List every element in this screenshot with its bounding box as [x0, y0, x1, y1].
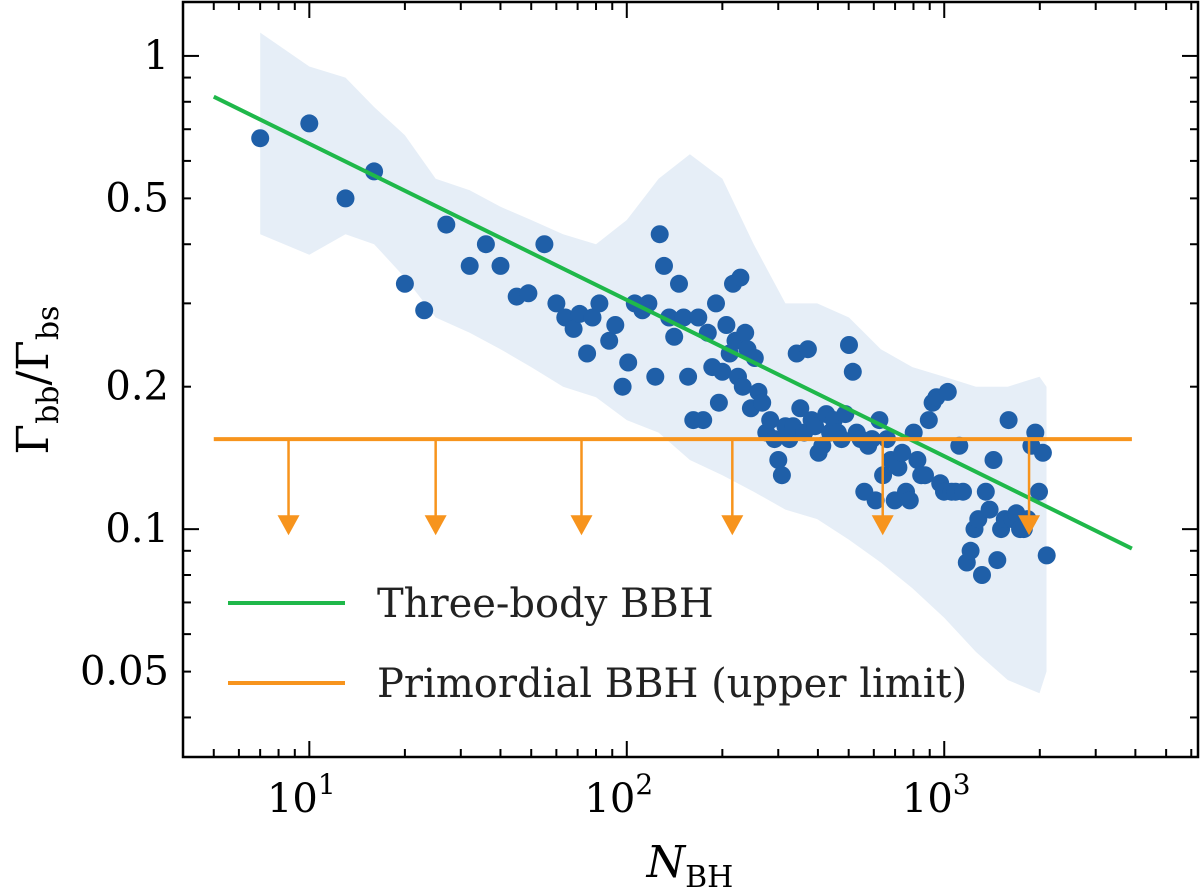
x-axis-label: NBH — [646, 837, 734, 887]
x-tick-label: 102 — [584, 768, 653, 822]
y-tick-label: 0.5 — [105, 175, 169, 221]
scatter-point — [813, 436, 832, 455]
scatter-point — [908, 451, 927, 469]
y-axis-label: Γbb/Γbs — [8, 306, 66, 455]
scatter-point — [938, 382, 957, 401]
legend-entry: Primordial BBH (upper limit) — [228, 661, 967, 707]
scatter-point — [665, 327, 684, 346]
scatter-point — [619, 353, 638, 372]
scatter-point — [300, 114, 319, 133]
scatter-point — [713, 362, 732, 381]
y-tick-label: 0.1 — [105, 506, 169, 552]
scatter-point — [893, 443, 912, 462]
scatter-point — [583, 308, 602, 327]
scatter-point — [772, 466, 791, 485]
scatter-point — [919, 411, 938, 430]
upper-limit-arrow — [277, 439, 300, 536]
scatter-point — [674, 308, 693, 327]
upper-limit-arrow — [721, 439, 744, 536]
scatter-point — [670, 274, 688, 293]
axes: 101 102 103 1 0.5 0.2 0.1 0.05 — [80, 0, 1200, 822]
scatter-point — [709, 393, 728, 412]
legend: Three-body BBH Primordial BBH (upper limi… — [228, 581, 967, 707]
scatter-point — [769, 451, 788, 469]
scatter-point — [460, 256, 479, 275]
scatter-point — [973, 566, 991, 584]
scatter-point — [806, 417, 825, 436]
scatter-point — [988, 551, 1007, 570]
scatter-point — [889, 458, 908, 477]
scatter-point — [395, 274, 414, 293]
scatter-point — [655, 256, 673, 275]
scatter-point — [1037, 546, 1056, 565]
scatter-point — [840, 336, 858, 354]
scatter-point — [600, 331, 619, 350]
scatter-point — [476, 235, 495, 254]
legend-label: Three-body BBH — [377, 581, 714, 627]
scatter-point — [1030, 482, 1048, 501]
plot-frame — [181, 0, 1200, 759]
scatter-point — [547, 294, 566, 313]
scatter-point — [650, 225, 669, 244]
upper-limit-arrow — [1018, 439, 1041, 536]
scatter-point — [798, 340, 817, 359]
scatter-point — [954, 482, 972, 501]
confidence-band-area — [260, 32, 1047, 694]
scatter-point — [646, 367, 665, 386]
upper-limit-arrow — [570, 439, 593, 536]
scatter-point — [753, 393, 772, 412]
scatter-point — [761, 411, 780, 430]
scatter-point — [251, 129, 270, 148]
scatter-point — [736, 323, 755, 342]
scatter-point — [689, 308, 708, 327]
scatter-point — [590, 294, 609, 313]
y-tick-label: 0.05 — [80, 649, 169, 695]
scatter-point — [694, 411, 713, 430]
scatter-point — [564, 319, 583, 338]
fit-lines — [212, 94, 1133, 551]
scatter-point — [613, 377, 632, 396]
y-tick-label: 1 — [144, 33, 169, 79]
scatter-point — [731, 268, 750, 287]
scatter-point — [491, 256, 510, 275]
scatter-point — [843, 362, 862, 381]
scatter-point — [980, 500, 999, 519]
x-tick-label: 103 — [902, 768, 971, 822]
scatter-point — [578, 344, 597, 363]
scatter-point — [717, 316, 736, 334]
scatter-point — [519, 284, 538, 303]
scatter-point — [1033, 443, 1052, 462]
confidence-band — [260, 32, 1047, 694]
scatter-points — [251, 114, 1056, 584]
scatter-point — [984, 451, 1003, 469]
scatter-point — [791, 399, 810, 418]
scatter-point — [999, 411, 1018, 430]
upper-limit-arrow — [871, 439, 894, 536]
legend-label: Primordial BBH (upper limit) — [377, 661, 967, 707]
x-tick-label: 101 — [267, 768, 336, 822]
scatter-point — [950, 436, 969, 455]
scatter-point — [606, 316, 625, 334]
scatter-point — [336, 189, 355, 208]
scatter-point — [707, 294, 725, 313]
scatter-point — [976, 482, 995, 501]
scatter-point — [961, 541, 980, 560]
scatter-point — [535, 235, 554, 254]
scatter-point — [733, 377, 752, 396]
three-body-fit-line — [212, 94, 1133, 551]
scatter-point — [900, 491, 919, 510]
upper-limit-arrow — [424, 439, 447, 536]
scatter-point — [415, 301, 434, 320]
scatter-point — [916, 466, 934, 485]
y-tick-label: 0.2 — [105, 364, 169, 410]
scatter-point — [866, 491, 885, 510]
scatter-point — [679, 367, 698, 386]
scatter-point — [437, 215, 456, 234]
axis-labels: NBH Γbb/Γbs — [8, 306, 733, 887]
legend-entry: Three-body BBH — [228, 581, 714, 627]
